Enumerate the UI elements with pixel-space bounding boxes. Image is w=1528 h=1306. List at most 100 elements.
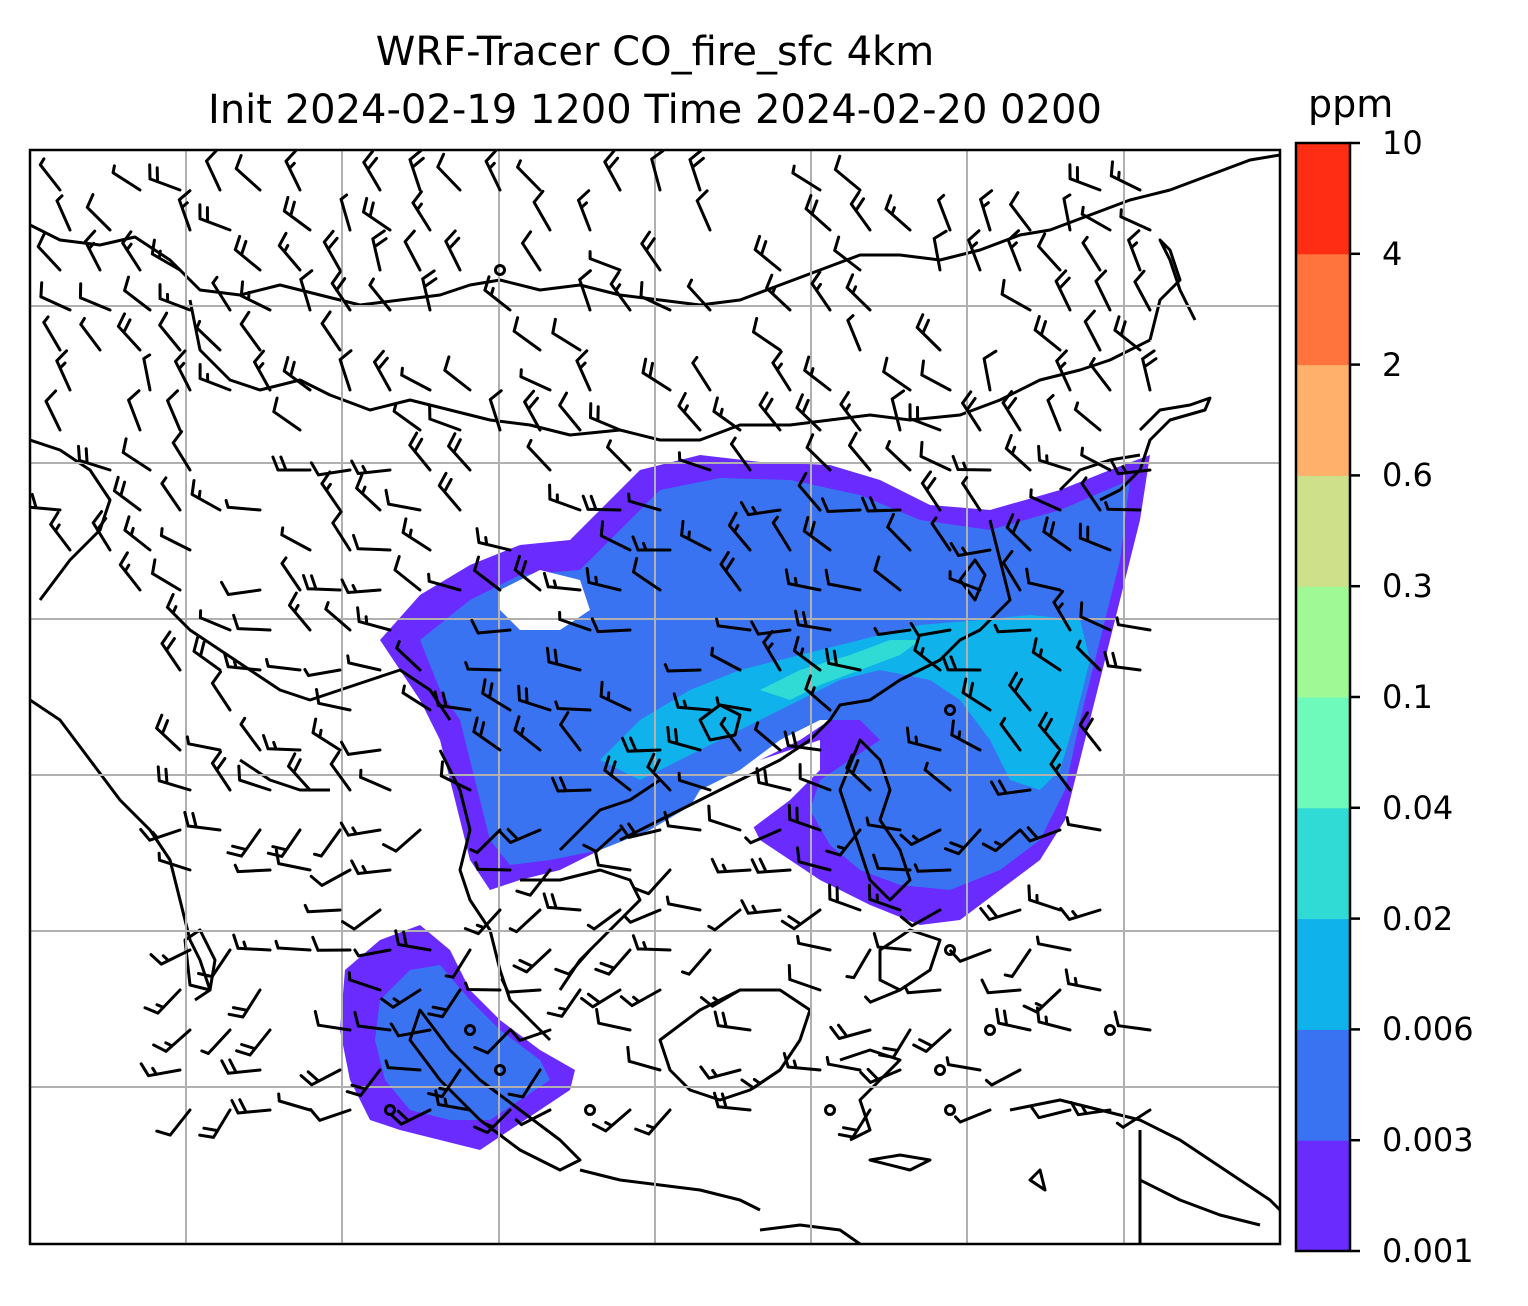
wind-barb xyxy=(1083,309,1102,352)
colorbar-segment xyxy=(1296,697,1350,809)
wind-barb xyxy=(340,578,382,594)
wind-barb xyxy=(609,270,632,312)
wind-barb xyxy=(580,988,622,1009)
wind-barb xyxy=(156,765,192,792)
wind-barb xyxy=(920,470,942,512)
wind-barb xyxy=(526,438,552,472)
wind-barb xyxy=(1113,315,1142,352)
wind-barb xyxy=(121,230,142,272)
wind-barb xyxy=(38,157,62,192)
wind-barb xyxy=(919,440,952,472)
wind-barb xyxy=(239,280,272,312)
wind-barb xyxy=(641,357,672,392)
wind-barb xyxy=(787,803,822,832)
wind-barb xyxy=(581,494,622,512)
wind-barb xyxy=(512,316,542,352)
wind-barb xyxy=(1001,390,1022,432)
wind-barb xyxy=(954,1108,992,1124)
wind-barb xyxy=(484,150,502,192)
wind-barb xyxy=(444,948,472,979)
wind-barb xyxy=(780,908,822,931)
wind-barb xyxy=(859,1067,902,1084)
wind-barb xyxy=(771,350,792,392)
calm-marker xyxy=(944,704,956,716)
wind-barb xyxy=(542,571,582,592)
wind-barb xyxy=(599,680,632,712)
wind-barb xyxy=(1104,501,1142,512)
wind-barb xyxy=(1038,711,1062,752)
wind-barb xyxy=(833,154,862,192)
wind-barb xyxy=(359,768,392,792)
wind-barb xyxy=(473,555,502,592)
wind-barb xyxy=(551,776,592,793)
wind-barb xyxy=(820,497,862,513)
wind-barb xyxy=(582,828,622,853)
wind-barb xyxy=(235,1028,272,1057)
wind-barb xyxy=(220,580,262,596)
wind-barb xyxy=(1009,191,1032,232)
wind-barb xyxy=(309,461,352,477)
wind-barb xyxy=(913,863,952,873)
wind-barb xyxy=(280,526,312,552)
wind-barb xyxy=(237,764,272,792)
wind-barb xyxy=(262,734,302,752)
wind-barb xyxy=(1003,948,1032,978)
wind-barb xyxy=(886,512,912,552)
wind-barb xyxy=(729,436,752,472)
colorbar-tick-label: 0.3 xyxy=(1382,567,1433,606)
wind-barb xyxy=(284,150,302,192)
wind-barb xyxy=(513,554,542,592)
wind-barb xyxy=(588,250,622,272)
wind-barb xyxy=(595,1007,632,1032)
wind-barb xyxy=(632,556,662,592)
wind-barb xyxy=(155,1108,192,1137)
wind-barb xyxy=(1046,394,1062,432)
wind-barb xyxy=(961,476,982,512)
colorbar-segment xyxy=(1296,807,1350,920)
wind-barb xyxy=(1103,650,1142,672)
wind-barb xyxy=(158,283,192,312)
wind-barb xyxy=(233,234,262,272)
wind-barb xyxy=(299,269,314,312)
wind-barb xyxy=(299,1068,342,1087)
wind-barb xyxy=(1052,589,1072,632)
wind-barb xyxy=(829,1023,872,1040)
wind-barb xyxy=(488,389,503,432)
wind-barb xyxy=(923,761,952,792)
wind-barb xyxy=(873,555,902,592)
wind-barb xyxy=(1019,826,1062,843)
wind-barb xyxy=(464,661,502,672)
wind-barb xyxy=(500,978,542,994)
wind-barb xyxy=(313,1010,352,1032)
wind-barb xyxy=(470,619,512,635)
wind-barb xyxy=(340,740,382,756)
wind-barb xyxy=(469,828,502,854)
wind-barb xyxy=(993,623,1032,634)
wind-barb xyxy=(864,988,902,1004)
wind-barb xyxy=(784,568,822,592)
wind-barb xyxy=(873,626,912,636)
colorbar-tick-label: 10 xyxy=(1382,124,1423,162)
wind-barb xyxy=(309,868,352,887)
wind-barb xyxy=(42,315,62,352)
wind-barb xyxy=(1059,906,1102,921)
wind-barb xyxy=(802,516,832,552)
wind-barb xyxy=(148,163,182,192)
wind-barb xyxy=(408,431,432,472)
wind-barb xyxy=(710,857,752,874)
wind-barb xyxy=(903,985,942,995)
wind-barb xyxy=(411,190,432,232)
wind-barb xyxy=(427,572,462,592)
wind-barb xyxy=(230,1098,272,1115)
wind-barb xyxy=(948,570,982,592)
wind-barb xyxy=(594,948,632,976)
wind-barb xyxy=(185,735,222,752)
colorbar-tick-label: 0.003 xyxy=(1382,1121,1474,1160)
wind-barb xyxy=(805,433,832,472)
wind-barb xyxy=(280,556,302,592)
wind-barb xyxy=(1080,476,1102,512)
wind-barb xyxy=(1075,639,1102,672)
wind-barb xyxy=(401,684,432,712)
wind-barb xyxy=(1080,205,1112,232)
wind-barb xyxy=(771,515,792,552)
